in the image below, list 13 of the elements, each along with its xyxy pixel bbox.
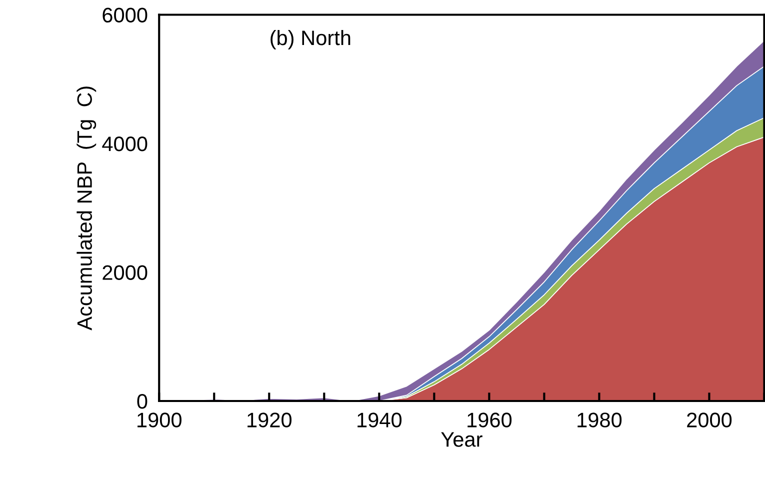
text: (b) North	[270, 30, 350, 50]
x-tick-label: 2000	[687, 412, 732, 428]
y-axis-title: Accumulated NBP (Tg C)	[76, 86, 96, 330]
x-axis-title: Year	[441, 432, 482, 447]
y-tick-label: 4000	[102, 136, 148, 152]
x-tick-label: 1980	[578, 412, 622, 428]
y-tick-label: 2000	[102, 265, 148, 280]
x-tick-label: 1900	[138, 412, 182, 428]
y-tick-label: 6000	[102, 8, 148, 23]
x-tick-label: 1940	[358, 412, 402, 428]
x-tick-label: 1920	[248, 412, 292, 428]
y-tick-label: 0	[137, 394, 148, 409]
x-tick-label: 1960	[468, 412, 512, 428]
